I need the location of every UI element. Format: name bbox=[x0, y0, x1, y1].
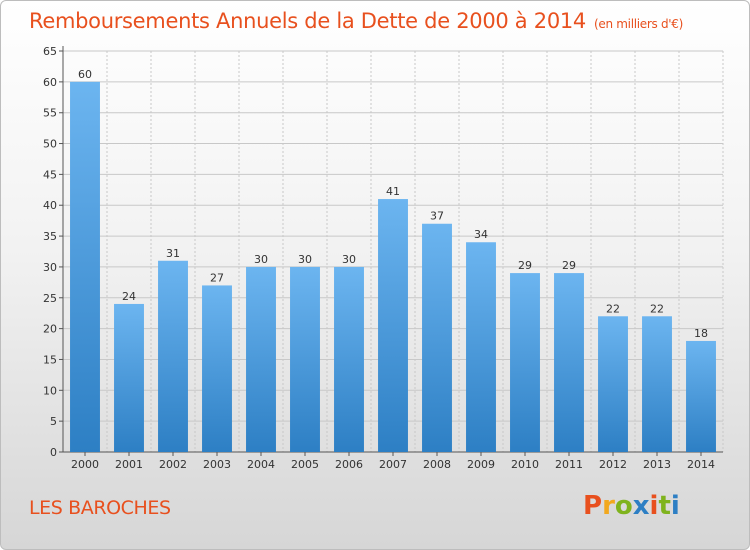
x-tick-label: 2000 bbox=[71, 458, 99, 471]
logo-letter: r bbox=[602, 491, 615, 521]
data-labels: 60 24 31 27 30 30 30 41 37 34 29 29 22 22 18 bbox=[78, 68, 708, 340]
x-tick-label: 2012 bbox=[599, 458, 627, 471]
bar bbox=[598, 316, 628, 452]
data-label: 22 bbox=[650, 302, 664, 315]
y-tick-label: 60 bbox=[43, 76, 57, 89]
y-tick-label: 0 bbox=[50, 446, 57, 459]
data-label: 60 bbox=[78, 68, 92, 81]
data-label: 24 bbox=[122, 290, 136, 303]
data-label: 29 bbox=[562, 259, 576, 272]
logo-letter: P bbox=[583, 491, 603, 521]
y-tick-label: 30 bbox=[43, 261, 57, 274]
bar bbox=[510, 273, 540, 452]
y-tick-label: 5 bbox=[50, 415, 57, 428]
y-tick-label: 35 bbox=[43, 230, 57, 243]
y-tick-label: 20 bbox=[43, 323, 57, 336]
x-tick-label: 2013 bbox=[643, 458, 671, 471]
bar bbox=[334, 266, 364, 452]
bar bbox=[554, 273, 584, 452]
chart-title-text: Remboursements Annuels de la Dette de 20… bbox=[29, 9, 586, 33]
data-label: 31 bbox=[166, 247, 180, 260]
x-tick-label: 2002 bbox=[159, 458, 187, 471]
bar bbox=[158, 260, 188, 452]
y-tick-label: 50 bbox=[43, 138, 57, 151]
bar bbox=[642, 316, 672, 452]
x-tick-label: 2003 bbox=[203, 458, 231, 471]
place-name: LES BAROCHES bbox=[29, 497, 171, 519]
data-label: 27 bbox=[210, 271, 224, 284]
data-label: 30 bbox=[298, 253, 312, 266]
x-tick-label: 2014 bbox=[687, 458, 715, 471]
bar bbox=[466, 242, 496, 452]
bar bbox=[114, 303, 144, 452]
logo-letter: t bbox=[658, 491, 671, 521]
data-label: 30 bbox=[342, 253, 356, 266]
x-tick-label: 2009 bbox=[467, 458, 495, 471]
data-label: 29 bbox=[518, 259, 532, 272]
proxiti-logo[interactable]: Proxiti bbox=[583, 491, 680, 521]
x-tick-label: 2004 bbox=[247, 458, 275, 471]
chart-unit: (en milliers d'€) bbox=[594, 17, 684, 31]
data-label: 18 bbox=[694, 327, 708, 340]
data-label: 34 bbox=[474, 228, 488, 241]
y-tick-label: 15 bbox=[43, 353, 57, 366]
x-tick-label: 2005 bbox=[291, 458, 319, 471]
x-tick-label: 2008 bbox=[423, 458, 451, 471]
bar bbox=[422, 223, 452, 452]
logo-letter: o bbox=[614, 491, 633, 521]
y-tick-label: 40 bbox=[43, 199, 57, 212]
x-tick-label: 2001 bbox=[115, 458, 143, 471]
bars bbox=[70, 81, 716, 452]
logo-letter: x bbox=[632, 491, 650, 521]
data-label: 41 bbox=[386, 185, 400, 198]
bar bbox=[246, 266, 276, 452]
bar bbox=[290, 266, 320, 452]
x-tick-label: 2007 bbox=[379, 458, 407, 471]
y-tick-label: 10 bbox=[43, 384, 57, 397]
y-tick-label: 65 bbox=[43, 45, 57, 58]
y-tick-label: 55 bbox=[43, 107, 57, 120]
data-label: 30 bbox=[254, 253, 268, 266]
bar bbox=[378, 199, 408, 452]
x-tick-label: 2011 bbox=[555, 458, 583, 471]
data-label: 37 bbox=[430, 210, 444, 223]
bar bbox=[70, 81, 100, 452]
chart-title: Remboursements Annuels de la Dette de 20… bbox=[29, 9, 683, 33]
x-tick-label: 2006 bbox=[335, 458, 363, 471]
data-label: 22 bbox=[606, 302, 620, 315]
bar bbox=[202, 285, 232, 452]
y-tick-label: 25 bbox=[43, 292, 57, 305]
x-tick-label: 2010 bbox=[511, 458, 539, 471]
logo-letter: i bbox=[649, 491, 659, 521]
bar bbox=[686, 340, 716, 452]
logo-letter: i bbox=[670, 491, 680, 521]
y-tick-label: 45 bbox=[43, 168, 57, 181]
